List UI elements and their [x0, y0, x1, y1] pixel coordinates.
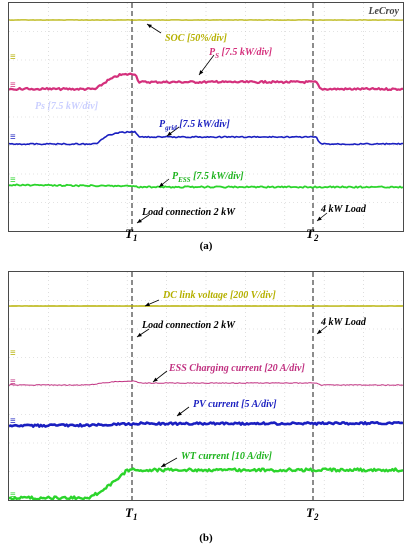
trace-pgrid [9, 130, 403, 146]
channel-marker: ≡ [10, 416, 16, 427]
load-4kw-arrow-head [317, 216, 322, 221]
load-4kw-arrow-b-head [317, 329, 322, 334]
ess-arrow-head [153, 377, 158, 382]
pess-label: PESS [7.5 kW/div] [172, 171, 244, 184]
event-label-t1-text: T1 [125, 226, 137, 243]
annotation-load-2kw-b: Load connection 2 kW [141, 320, 236, 331]
event-label-t2-text: T2 [306, 226, 319, 243]
ess-current-label: ESS Charging current [20 A/div] [168, 363, 305, 374]
wt-arrow-head [161, 463, 166, 467]
pgrid-arrow-head [167, 131, 172, 136]
ps-label: PS [7.5 kW/div] [209, 47, 273, 60]
channel-marker: ≡ [10, 175, 16, 186]
oscilloscope-screen-a: LeCroy SOC [50%/div] PS [7.5 kW/div] Ps [7.… [9, 3, 403, 231]
trace-pess [9, 183, 403, 189]
soc-arrow-head [147, 24, 152, 29]
annotation-load-4kw: 4 kW Load [320, 204, 367, 215]
event-label-t2: T2 [306, 226, 319, 243]
load-2kw-arrow-b-head [137, 332, 142, 337]
oscilloscope-panel-a: LeCroy SOC [50%/div] PS [7.5 kW/div] Ps [7.… [8, 2, 404, 232]
event-label-t1-b-text: T1 [125, 505, 137, 522]
pess-arrow-head [159, 182, 164, 187]
ps-arrow-head [199, 70, 204, 75]
channel-marker: ≡ [10, 80, 16, 91]
trace-ps [9, 72, 403, 92]
channel-marker: ≡ [10, 52, 16, 63]
ghost-label: Ps [7.5 kW/div] [35, 101, 99, 112]
trace-pv-current [9, 421, 403, 428]
channel-marker: ≡ [10, 132, 16, 143]
soc-label: SOC [50%/div] [165, 33, 228, 44]
channel-marker: ≡ [10, 377, 16, 388]
event-label-t1-b: T1 [125, 505, 137, 522]
channel-marker: ≡ [10, 348, 16, 359]
wt-current-label: WT current [10 A/div] [181, 451, 273, 462]
oscilloscope-panel-b: DC link voltage [200 V/div] Load connecti… [8, 271, 404, 501]
caption-a: (a) [199, 240, 213, 252]
event-label-t1: T1 [125, 226, 137, 243]
dc-arrow-head [145, 302, 150, 306]
annotation-load-2kw: Load connection 2 kW [141, 207, 236, 218]
event-label-t2-b: T2 [306, 505, 319, 522]
event-label-t2-b-text: T2 [306, 505, 319, 522]
pgrid-label: Pgrid [7.5 kW/div] [159, 119, 230, 132]
caption-b: (b) [199, 532, 213, 544]
oscilloscope-screen-b: DC link voltage [200 V/div] Load connecti… [9, 272, 403, 500]
brand-logo: LeCroy [367, 6, 399, 17]
trace-wt-current [9, 467, 403, 500]
channel-marker: ≡ [10, 490, 16, 500]
load-2kw-arrow-head [137, 218, 142, 223]
trace-ess-current [9, 380, 403, 386]
dc-link-label: DC link voltage [200 V/div] [162, 290, 276, 301]
pv-current-label: PV current [5 A/div] [193, 399, 277, 410]
pv-arrow-head [177, 411, 182, 416]
annotation-load-4kw-b: 4 kW Load [320, 317, 367, 328]
